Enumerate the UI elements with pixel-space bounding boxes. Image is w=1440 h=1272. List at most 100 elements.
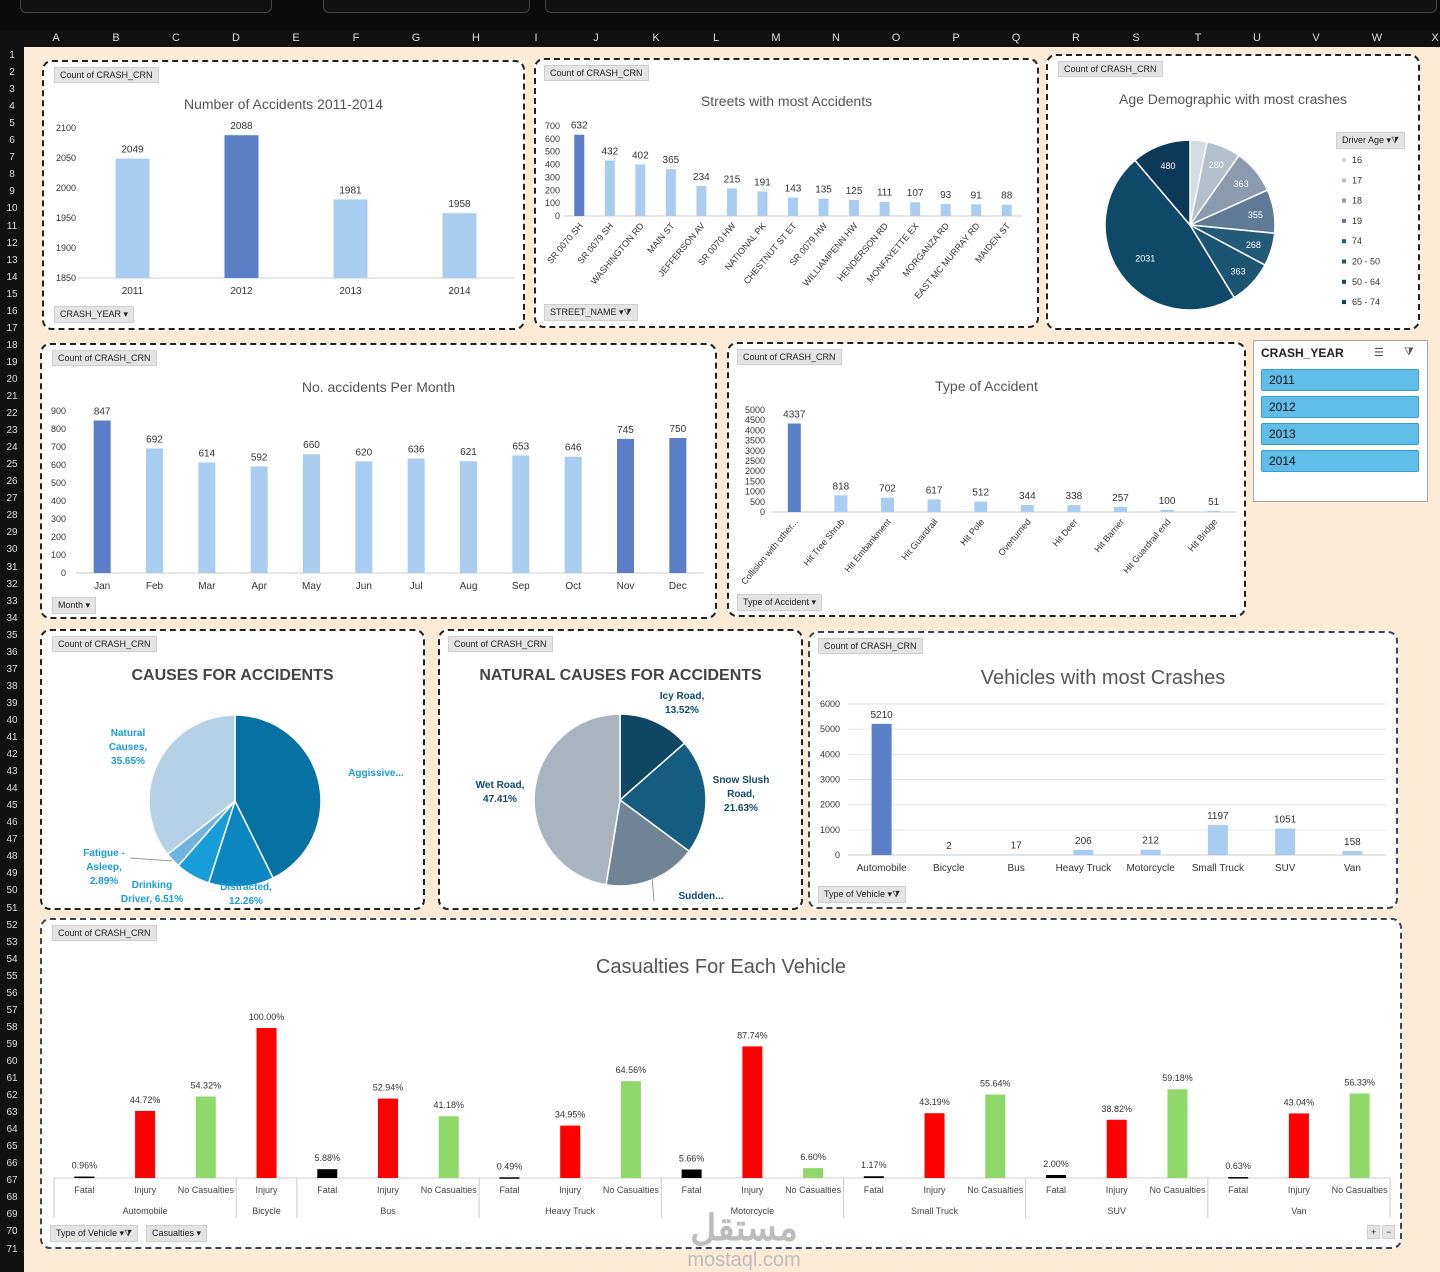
column-header[interactable]: T xyxy=(1194,32,1202,44)
row-header[interactable]: 48 xyxy=(6,851,18,863)
clear-filter-icon[interactable]: ⧩ xyxy=(1404,346,1414,358)
row-header[interactable]: 31 xyxy=(6,561,18,573)
row-header[interactable]: 68 xyxy=(6,1192,18,1204)
row-header[interactable]: 29 xyxy=(6,527,18,539)
row-header[interactable]: 13 xyxy=(6,254,18,266)
column-header[interactable]: M xyxy=(771,32,781,44)
row-header[interactable]: 30 xyxy=(6,544,18,556)
slicer-item-2013[interactable]: 2013 xyxy=(1261,423,1419,445)
row-header[interactable]: 44 xyxy=(6,783,18,795)
row-header[interactable]: 7 xyxy=(9,152,15,164)
column-header[interactable]: G xyxy=(411,32,421,44)
row-header[interactable]: 71 xyxy=(6,1243,18,1255)
pivot-field-tag[interactable]: Count of CRASH_CRN xyxy=(52,636,157,652)
row-header[interactable]: 20 xyxy=(6,373,18,385)
row-header[interactable]: 64 xyxy=(6,1124,18,1136)
row-header[interactable]: 66 xyxy=(6,1158,18,1170)
row-header[interactable]: 28 xyxy=(6,510,18,522)
column-header[interactable]: W xyxy=(1371,32,1383,44)
row-header[interactable]: 27 xyxy=(6,493,18,505)
formula-bar[interactable] xyxy=(545,0,1437,13)
row-header[interactable]: 36 xyxy=(6,646,18,658)
row-header[interactable]: 47 xyxy=(6,834,18,846)
row-header[interactable]: 52 xyxy=(6,919,18,931)
row-header[interactable]: 61 xyxy=(6,1073,18,1084)
type-of-accident-filter-button[interactable]: Type of Accident ▾ xyxy=(737,594,823,611)
row-header[interactable]: 62 xyxy=(6,1090,18,1102)
column-header[interactable]: N xyxy=(832,32,840,44)
collapse-button[interactable]: − xyxy=(1382,1225,1396,1239)
row-header[interactable]: 56 xyxy=(6,987,18,999)
row-header[interactable]: 38 xyxy=(6,680,18,692)
row-header[interactable]: 53 xyxy=(6,936,18,948)
row-header[interactable]: 59 xyxy=(6,1038,18,1050)
column-header[interactable]: C xyxy=(172,32,180,44)
row-header[interactable]: 51 xyxy=(6,902,18,914)
column-header[interactable]: U xyxy=(1253,32,1261,44)
column-header[interactable]: A xyxy=(52,32,60,44)
column-header[interactable]: I xyxy=(534,32,538,44)
row-header[interactable]: 15 xyxy=(6,288,18,300)
row-header[interactable]: 46 xyxy=(6,817,18,829)
row-header[interactable]: 35 xyxy=(6,629,18,641)
row-header[interactable]: 70 xyxy=(6,1226,18,1238)
pivot-field-tag[interactable]: Count of CRASH_CRN xyxy=(52,925,157,941)
multi-select-icon[interactable]: ☰ xyxy=(1374,347,1384,359)
row-header[interactable]: 41 xyxy=(6,732,18,743)
row-header[interactable]: 67 xyxy=(6,1175,18,1187)
pivot-field-tag[interactable]: Count of CRASH_CRN xyxy=(544,65,649,81)
column-header[interactable]: J xyxy=(593,32,599,44)
column-header[interactable]: K xyxy=(652,32,660,44)
slicer-item-2012[interactable]: 2012 xyxy=(1261,396,1419,418)
casualties-filter-button[interactable]: Casualties ▾ xyxy=(146,1225,208,1242)
column-header[interactable]: X xyxy=(1431,32,1439,44)
name-box[interactable] xyxy=(20,0,272,13)
row-header[interactable]: 40 xyxy=(6,714,18,726)
type-of-vehicle-filter-button[interactable]: Type of Vehicle ▾⧩ xyxy=(818,886,907,903)
month-filter-button[interactable]: Month ▾ xyxy=(52,597,97,614)
row-header[interactable]: 4 xyxy=(9,101,15,113)
column-header[interactable]: S xyxy=(1132,32,1140,44)
driver-age-filter-button[interactable]: Driver Age ▾⧩ xyxy=(1336,132,1406,149)
row-header[interactable]: 19 xyxy=(6,356,18,368)
row-header[interactable]: 63 xyxy=(6,1107,18,1119)
row-header[interactable]: 1 xyxy=(9,50,15,61)
column-header[interactable]: E xyxy=(292,32,300,44)
crash-year-filter-button[interactable]: CRASH_YEAR ▾ xyxy=(54,306,135,323)
pivot-field-tag[interactable]: Count of CRASH_CRN xyxy=(737,349,842,365)
row-header[interactable]: 8 xyxy=(9,169,15,181)
column-header[interactable]: V xyxy=(1312,32,1320,44)
row-header[interactable]: 55 xyxy=(6,970,18,982)
row-header[interactable]: 5 xyxy=(9,118,15,130)
row-header[interactable]: 60 xyxy=(6,1055,18,1067)
row-header[interactable]: 6 xyxy=(9,135,15,147)
column-header[interactable]: D xyxy=(232,32,240,44)
row-header[interactable]: 21 xyxy=(6,391,18,402)
formula-fx-box[interactable] xyxy=(323,0,530,13)
column-header[interactable]: P xyxy=(952,32,960,44)
row-header[interactable]: 33 xyxy=(6,595,18,607)
row-header[interactable]: 58 xyxy=(6,1021,18,1033)
row-header[interactable]: 16 xyxy=(6,305,18,317)
row-header[interactable]: 49 xyxy=(6,868,18,880)
row-header[interactable]: 9 xyxy=(9,186,15,198)
row-header[interactable]: 57 xyxy=(6,1004,18,1016)
pivot-field-tag[interactable]: Count of CRASH_CRN xyxy=(54,67,159,83)
row-header[interactable]: 26 xyxy=(6,476,18,488)
row-header[interactable]: 54 xyxy=(6,953,18,965)
row-header[interactable]: 11 xyxy=(6,220,18,232)
row-header[interactable]: 37 xyxy=(6,663,18,675)
row-header[interactable]: 50 xyxy=(6,885,18,897)
pivot-field-tag[interactable]: Count of CRASH_CRN xyxy=(448,636,553,652)
column-header[interactable]: R xyxy=(1072,32,1080,44)
row-header[interactable]: 12 xyxy=(6,237,18,249)
row-header[interactable]: 3 xyxy=(9,84,15,96)
row-header[interactable]: 18 xyxy=(6,339,18,351)
column-header[interactable]: H xyxy=(472,32,480,44)
column-header[interactable]: F xyxy=(352,32,360,44)
row-header[interactable]: 69 xyxy=(6,1209,18,1221)
expand-button[interactable]: + xyxy=(1367,1225,1381,1239)
row-header[interactable]: 42 xyxy=(6,749,18,761)
row-header[interactable]: 43 xyxy=(6,766,18,778)
column-header[interactable]: B xyxy=(112,32,120,44)
